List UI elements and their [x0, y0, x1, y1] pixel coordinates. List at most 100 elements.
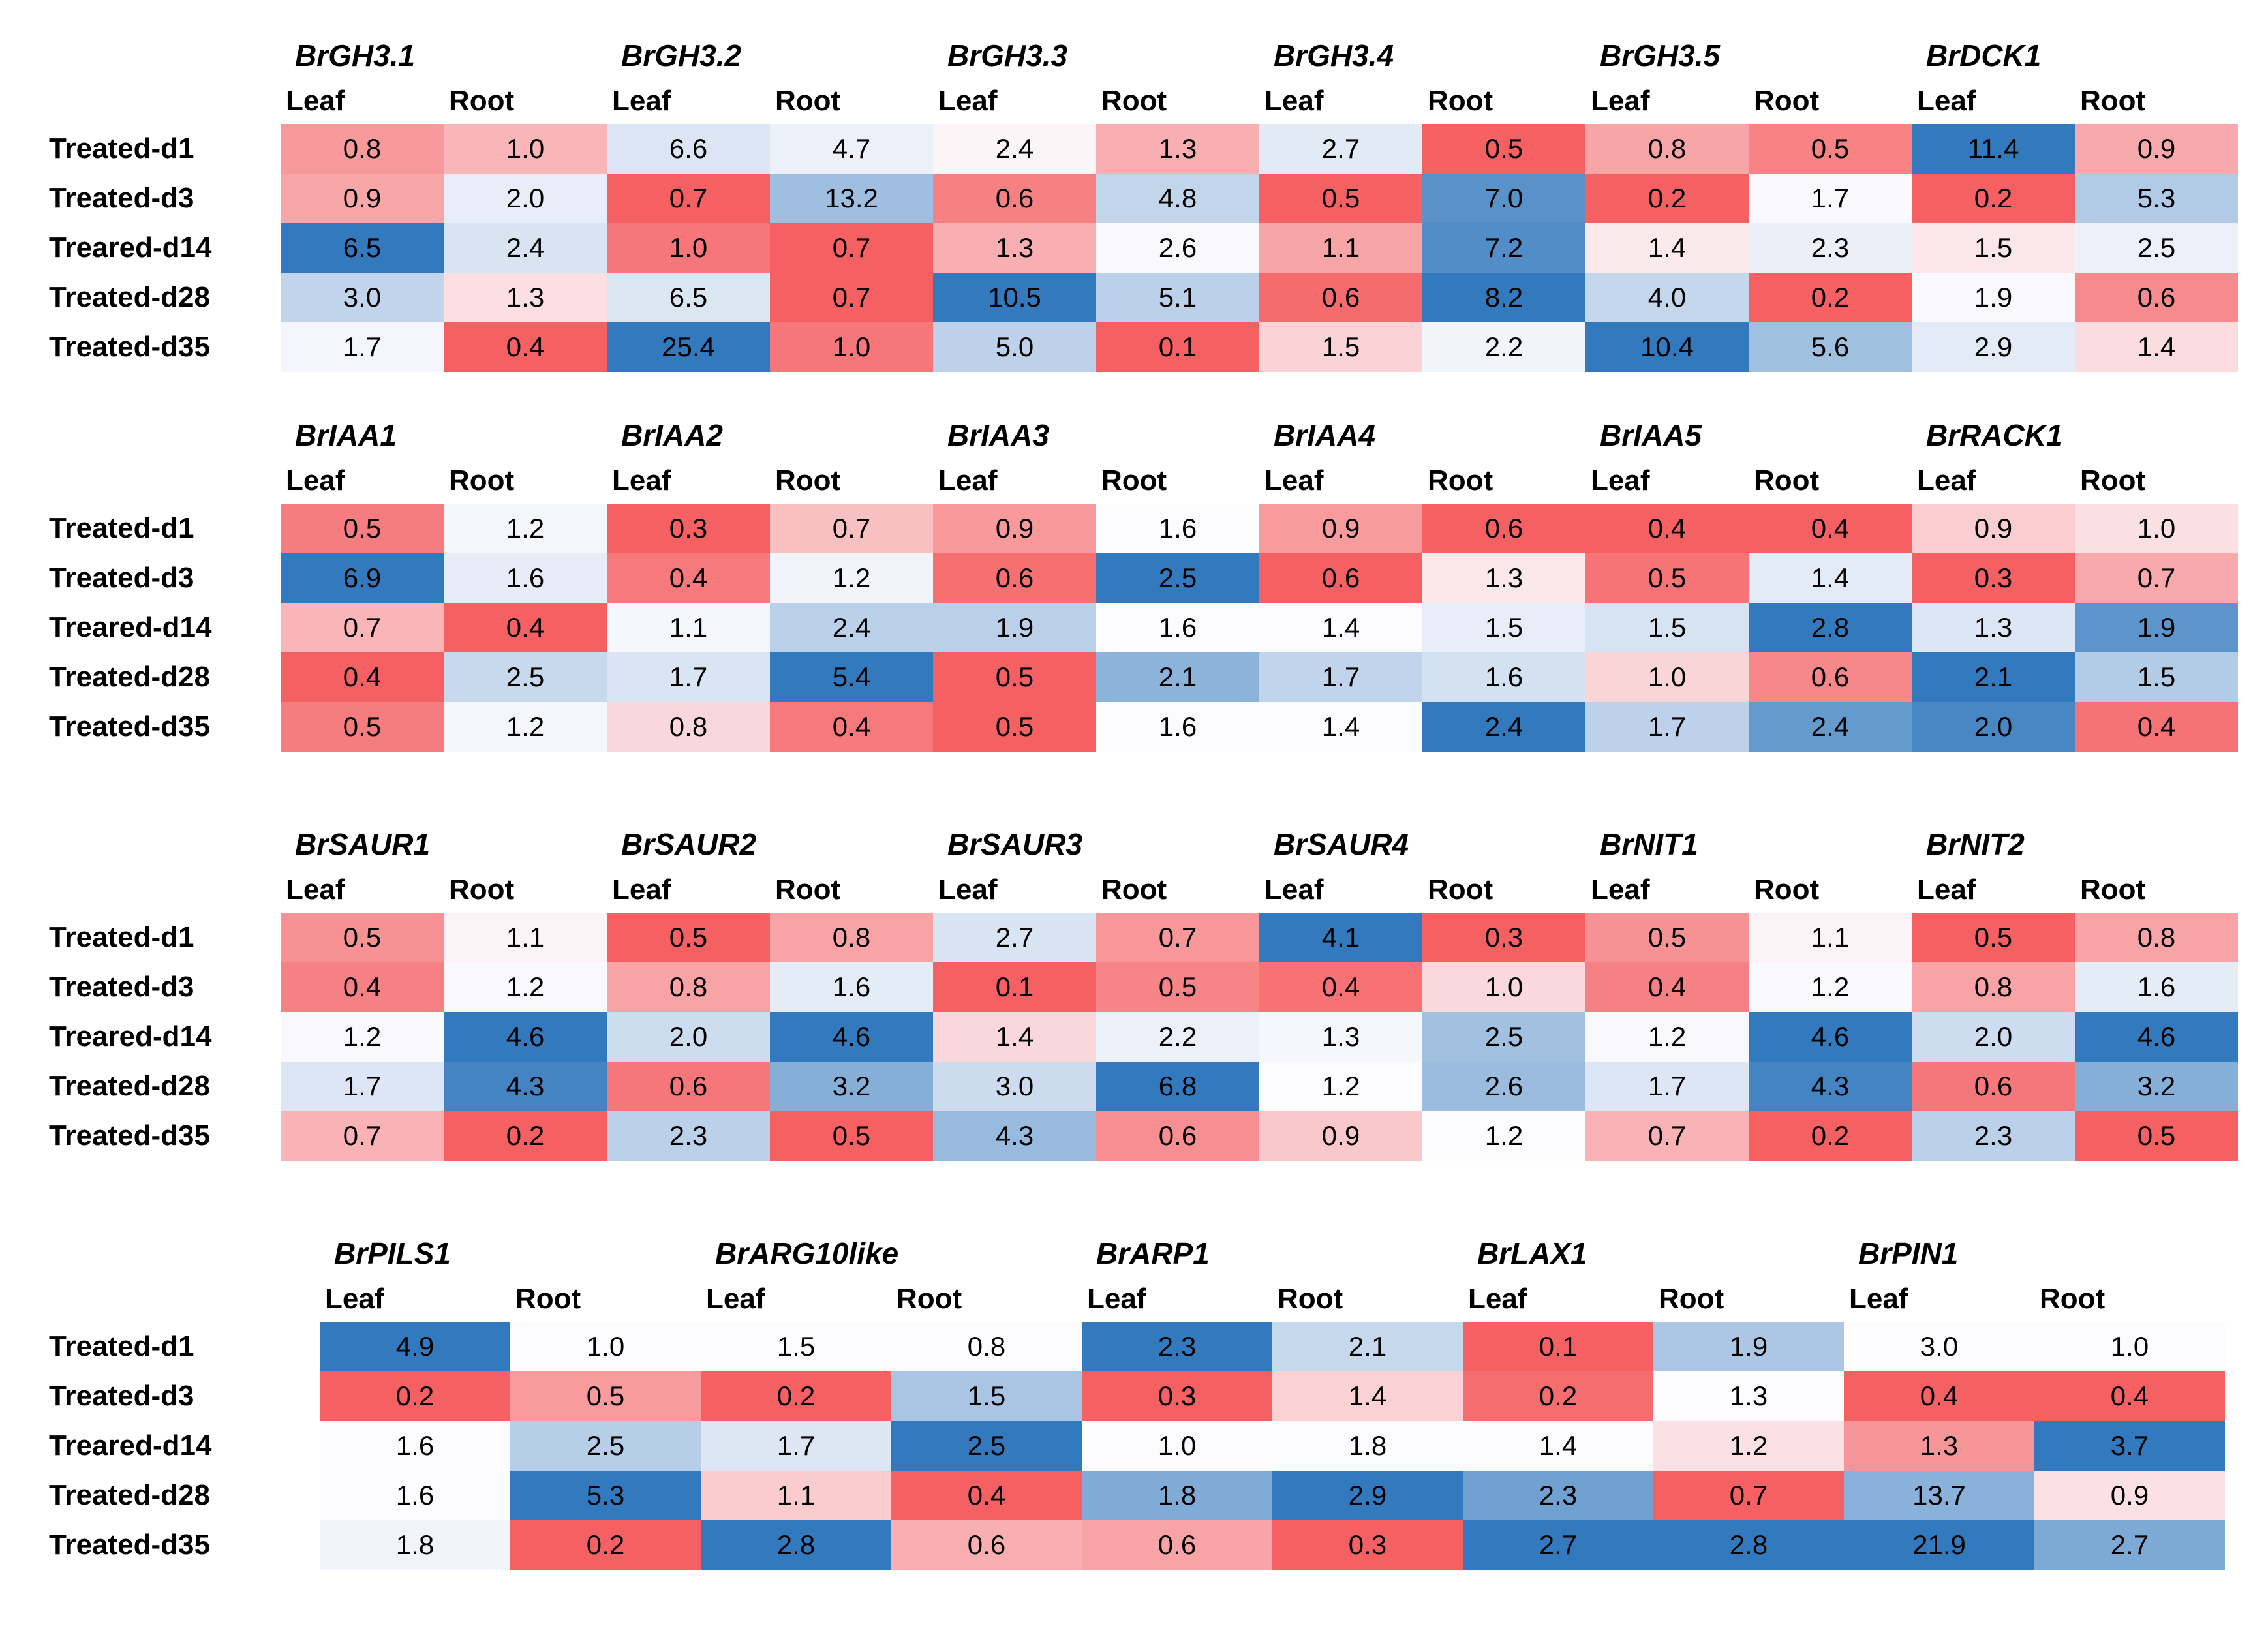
heatmap-cell-BrARG10like-leaf-Treared-d14: 1.7 — [701, 1421, 891, 1471]
tissue-header-leaf-BrPIN1: Leaf — [1849, 1283, 1908, 1315]
corner-spacer — [49, 871, 281, 913]
row-label-Treated-d28: Treated-d28 — [49, 661, 210, 693]
heatmap-cell-BrSAUR3-root-Treated-d28: 6.8 — [1096, 1062, 1259, 1111]
heatmap-cell-BrGH3.3-root-Treared-d14: 2.6 — [1096, 223, 1259, 273]
tissue-header-leaf-BrSAUR2: Leaf — [612, 874, 671, 906]
heatmap-cell-BrGH3.3-leaf-Treated-d28: 10.5 — [933, 273, 1096, 322]
heatmap-cell-BrGH3.2-leaf-Treated-d35: 25.4 — [607, 322, 770, 372]
gene-title-BrNIT1: BrNIT1 — [1600, 827, 1698, 861]
heatmap-cell-BrGH3.2-leaf-Treated-d3: 0.7 — [607, 174, 770, 223]
tissue-header-leaf-BrLAX1: Leaf — [1468, 1283, 1527, 1315]
heatmap-cell-BrGH3.1-leaf-Treated-d3: 0.9 — [281, 174, 444, 223]
row-label-Treated-d3: Treated-d3 — [49, 1380, 194, 1412]
heatmap-cell-BrIAA1-root-Treated-d28: 2.5 — [444, 652, 607, 702]
gene-title-BrSAUR3: BrSAUR3 — [947, 827, 1083, 861]
heatmap-cell-BrPILS1-root-Treated-d28: 5.3 — [510, 1471, 701, 1520]
heatmap-cell-BrSAUR2-root-Treated-d35: 0.5 — [770, 1111, 933, 1161]
heatmap-cell-BrPIN1-leaf-Treated-d35: 21.9 — [1844, 1520, 2034, 1570]
heatmap-cell-BrIAA5-leaf-Treared-d14: 1.5 — [1585, 603, 1749, 652]
heatmap-cell-BrSAUR1-leaf-Treated-d1: 0.5 — [281, 913, 444, 962]
heatmap-cell-BrRACK1-leaf-Treated-d3: 0.3 — [1912, 553, 2075, 603]
heatmap-cell-BrGH3.5-root-Treated-d1: 0.5 — [1749, 124, 1912, 174]
heatmap-cell-BrPILS1-root-Treared-d14: 2.5 — [510, 1421, 701, 1471]
heatmap-cell-BrDCK1-root-Treared-d14: 2.5 — [2075, 223, 2238, 273]
heatmap-block-4: BrPILS1 BrARG10like BrARP1 BrLAX1 BrPIN1 Leaf… — [49, 1229, 2251, 1570]
heatmap-cell-BrIAA4-root-Treated-d3: 1.3 — [1422, 553, 1585, 603]
corner-spacer — [49, 462, 281, 504]
row-label-Treated-d1: Treated-d1 — [49, 1330, 194, 1362]
gene-title-BrSAUR1: BrSAUR1 — [295, 827, 431, 861]
heatmap-cell-BrDCK1-leaf-Treated-d35: 2.9 — [1912, 322, 2075, 372]
heatmap-cell-BrRACK1-root-Treated-d28: 1.5 — [2075, 652, 2238, 702]
heatmap-cell-BrIAA4-root-Treated-d35: 2.4 — [1422, 702, 1585, 752]
heatmap-cell-BrRACK1-root-Treared-d14: 1.9 — [2075, 603, 2238, 652]
heatmap-cell-BrIAA3-leaf-Treared-d14: 1.9 — [933, 603, 1096, 652]
heatmap-cell-BrSAUR1-leaf-Treared-d14: 1.2 — [281, 1012, 444, 1062]
gene-title-BrNIT2: BrNIT2 — [1926, 827, 2025, 861]
row-label-Treated-d1: Treated-d1 — [49, 512, 194, 544]
heatmap-cell-BrPILS1-leaf-Treated-d1: 4.9 — [320, 1322, 510, 1371]
heatmap-cell-BrSAUR2-root-Treared-d14: 4.6 — [770, 1012, 933, 1062]
heatmap-cell-BrIAA3-leaf-Treated-d3: 0.6 — [933, 553, 1096, 603]
heatmap-cell-BrLAX1-root-Treared-d14: 1.2 — [1653, 1421, 1844, 1471]
row-label-Treated-d28: Treated-d28 — [49, 281, 210, 313]
heatmap-cell-BrNIT1-root-Treated-d3: 1.2 — [1749, 962, 1912, 1012]
gene-title-BrGH3.5: BrGH3.5 — [1600, 38, 1721, 72]
gene-title-BrGH3.3: BrGH3.3 — [947, 38, 1068, 72]
heatmap-cell-BrGH3.1-root-Treared-d14: 2.4 — [444, 223, 607, 273]
heatmap-figure: BrGH3.1 BrGH3.2 BrGH3.3 BrGH3.4 BrGH3.5 BrDCK… — [49, 38, 2251, 1570]
heatmap-cell-BrSAUR3-root-Treated-d35: 0.6 — [1096, 1111, 1259, 1161]
heatmap-cell-BrIAA5-leaf-Treated-d35: 1.7 — [1585, 702, 1749, 752]
heatmap-cell-BrARG10like-root-Treared-d14: 2.5 — [891, 1421, 1082, 1471]
heatmap-cell-BrSAUR2-leaf-Treated-d1: 0.5 — [607, 913, 770, 962]
heatmap-cell-BrIAA1-leaf-Treated-d3: 6.9 — [281, 553, 444, 603]
heatmap-cell-BrGH3.2-root-Treated-d28: 0.7 — [770, 273, 933, 322]
heatmap-cell-BrIAA4-leaf-Treared-d14: 1.4 — [1259, 603, 1422, 652]
heatmap-cell-BrARP1-leaf-Treated-d35: 0.6 — [1082, 1520, 1272, 1570]
heatmap-cell-BrSAUR4-root-Treated-d3: 1.0 — [1422, 962, 1585, 1012]
heatmap-cell-BrSAUR1-root-Treared-d14: 4.6 — [444, 1012, 607, 1062]
gene-title-BrGH3.1: BrGH3.1 — [295, 38, 416, 72]
heatmap-cell-BrIAA5-root-Treated-d1: 0.4 — [1749, 504, 1912, 553]
heatmap-cell-BrGH3.5-leaf-Treared-d14: 1.4 — [1585, 223, 1749, 273]
heatmap-cell-BrGH3.1-leaf-Treated-d28: 3.0 — [281, 273, 444, 322]
heatmap-cell-BrNIT2-root-Treated-d1: 0.8 — [2075, 913, 2238, 962]
heatmap-cell-BrIAA3-leaf-Treated-d35: 0.5 — [933, 702, 1096, 752]
gene-title-BrGH3.2: BrGH3.2 — [621, 38, 742, 72]
heatmap-cell-BrNIT2-root-Treared-d14: 4.6 — [2075, 1012, 2238, 1062]
heatmap-cell-BrSAUR2-root-Treated-d28: 3.2 — [770, 1062, 933, 1111]
heatmap-cell-BrARP1-leaf-Treated-d28: 1.8 — [1082, 1471, 1272, 1520]
heatmap-cell-BrIAA5-leaf-Treated-d28: 1.0 — [1585, 652, 1749, 702]
heatmap-cell-BrGH3.2-leaf-Treated-d28: 6.5 — [607, 273, 770, 322]
heatmap-cell-BrGH3.1-leaf-Treated-d1: 0.8 — [281, 124, 444, 174]
tissue-header-root-BrNIT2: Root — [2080, 874, 2146, 906]
row-label-Treated-d3: Treated-d3 — [49, 971, 194, 1003]
tissue-header-leaf-BrIAA5: Leaf — [1591, 465, 1650, 497]
heatmap-cell-BrSAUR1-root-Treated-d3: 1.2 — [444, 962, 607, 1012]
heatmap-cell-BrLAX1-leaf-Treated-d3: 0.2 — [1463, 1371, 1653, 1421]
tissue-header-root-BrLAX1: Root — [1659, 1283, 1724, 1315]
heatmap-cell-BrGH3.1-root-Treated-d28: 1.3 — [444, 273, 607, 322]
heatmap-cell-BrARG10like-leaf-Treated-d1: 1.5 — [701, 1322, 891, 1371]
corner-spacer — [49, 82, 281, 124]
heatmap-cell-BrNIT1-root-Treated-d28: 4.3 — [1749, 1062, 1912, 1111]
heatmap-cell-BrPIN1-root-Treated-d3: 0.4 — [2034, 1371, 2225, 1421]
row-label-Treated-d35: Treated-d35 — [49, 1529, 210, 1561]
heatmap-cell-BrIAA5-root-Treated-d3: 1.4 — [1749, 553, 1912, 603]
heatmap-cell-BrIAA1-leaf-Treated-d1: 0.5 — [281, 504, 444, 553]
heatmap-cell-BrGH3.4-leaf-Treared-d14: 1.1 — [1259, 223, 1422, 273]
heatmap-cell-BrARP1-root-Treated-d1: 2.1 — [1272, 1322, 1463, 1371]
heatmap-cell-BrDCK1-leaf-Treated-d1: 11.4 — [1912, 124, 2075, 174]
heatmap-cell-BrNIT1-leaf-Treated-d1: 0.5 — [1585, 913, 1749, 962]
tissue-header-leaf-BrARG10like: Leaf — [706, 1283, 765, 1315]
heatmap-cell-BrIAA3-leaf-Treated-d1: 0.9 — [933, 504, 1096, 553]
heatmap-cell-BrDCK1-leaf-Treated-d28: 1.9 — [1912, 273, 2075, 322]
heatmap-cell-BrLAX1-leaf-Treated-d1: 0.1 — [1463, 1322, 1653, 1371]
heatmap-cell-BrNIT1-leaf-Treared-d14: 1.2 — [1585, 1012, 1749, 1062]
heatmap-cell-BrARG10like-root-Treated-d35: 0.6 — [891, 1520, 1082, 1570]
tissue-header-root-BrIAA3: Root — [1101, 465, 1167, 497]
heatmap-cell-BrGH3.2-leaf-Treared-d14: 1.0 — [607, 223, 770, 273]
heatmap-cell-BrLAX1-root-Treated-d35: 2.8 — [1653, 1520, 1844, 1570]
heatmap-cell-BrDCK1-root-Treated-d1: 0.9 — [2075, 124, 2238, 174]
row-label-Treated-d28: Treated-d28 — [49, 1479, 210, 1511]
